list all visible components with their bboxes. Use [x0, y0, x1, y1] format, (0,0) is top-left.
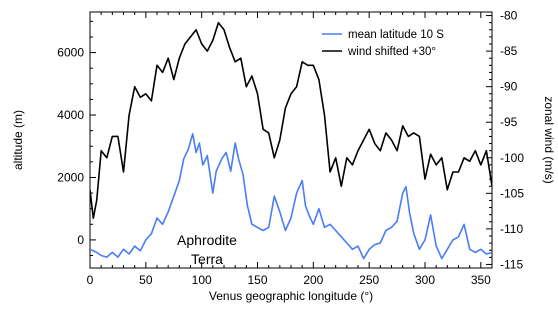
y-right-tick-label: -85 — [500, 44, 518, 58]
x-axis-title: Venus geographic longitude (°) — [209, 289, 373, 303]
y-left-tick-label: 6000 — [57, 46, 84, 60]
y-left-tick-label: 0 — [77, 233, 84, 247]
x-tick-label: 150 — [247, 273, 267, 287]
x-tick-label: 250 — [359, 273, 379, 287]
x-tick-label: 0 — [87, 273, 94, 287]
y-right-tick-label: -105 — [500, 186, 524, 200]
y-right-tick-label: -95 — [500, 115, 518, 129]
x-tick-label: 200 — [303, 273, 323, 287]
y-right-axis-title: zonal wind (m/s) — [542, 96, 556, 183]
y-right-tick-label: -110 — [500, 222, 523, 236]
legend-label: mean latitude 10 S — [348, 29, 444, 41]
legend-label: wind shifted +30° — [347, 46, 436, 58]
y-right-tick-label: -90 — [500, 80, 518, 94]
altitude-line — [90, 133, 492, 260]
series-lines — [90, 21, 492, 260]
y-right-tick-label: -115 — [500, 257, 523, 271]
x-tick-label: 350 — [471, 273, 491, 287]
y-right-tick-label: -100 — [500, 151, 524, 165]
annotation-line: Aphrodite — [177, 232, 237, 248]
wind-line — [90, 21, 492, 219]
x-tick-label: 300 — [415, 273, 435, 287]
x-tick-label: 50 — [139, 273, 153, 287]
y-left-tick-label: 2000 — [57, 170, 84, 184]
y-left-tick-label: 4000 — [57, 108, 84, 122]
axis-ticks: 0 50 100 150 200 250 300 350 0 2000 4000 6000 -80 -85… — [57, 9, 524, 287]
annotation-line: Terra — [191, 251, 223, 267]
axis-labels: Aphrodite Terra Venus geographic longitude… — [11, 96, 556, 303]
legend: mean latitude 10 S wind shifted +30° — [322, 29, 444, 58]
x-tick-label: 100 — [192, 273, 212, 287]
y-left-axis-title: altitude (m) — [11, 110, 25, 170]
y-right-tick-label: -80 — [500, 9, 518, 23]
